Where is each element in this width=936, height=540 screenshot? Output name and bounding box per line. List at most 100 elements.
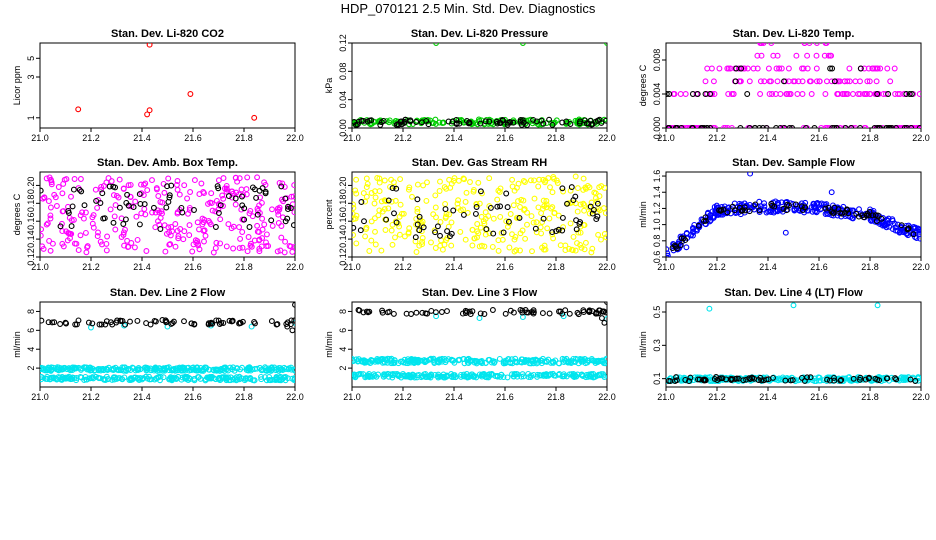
data-point-sampleflow — [866, 209, 873, 215]
data-point-temp — [874, 91, 881, 97]
data-point-rh — [363, 184, 370, 191]
x-tick-label-line3: 21.2 — [394, 392, 412, 402]
data-point-line3 — [539, 310, 546, 317]
data-point-co2 — [216, 134, 221, 139]
data-point-co2 — [118, 134, 123, 139]
data-point-line3 — [415, 359, 422, 366]
data-point-ambtemp — [179, 209, 186, 216]
data-point-ambtemp — [263, 231, 270, 238]
data-point-co2 — [57, 134, 62, 139]
data-point-rh — [437, 219, 444, 225]
data-point-line3 — [489, 307, 496, 313]
data-point-sampleflow — [783, 207, 790, 214]
data-point-line3 — [592, 310, 599, 317]
data-point-line3 — [384, 355, 391, 362]
data-point-co2 — [270, 134, 275, 139]
data-point-ambtemp — [259, 226, 266, 233]
data-point-ambtemp — [229, 188, 236, 195]
data-point-co2 — [253, 134, 258, 139]
x-tick-label-line2: 21.4 — [133, 392, 151, 402]
data-point-line3 — [379, 307, 386, 314]
data-point-co2 — [273, 134, 278, 139]
data-point-pressure — [518, 121, 525, 128]
data-point-rh — [511, 248, 518, 255]
panel-title-line3: Stan. Dev. Line 3 Flow — [422, 287, 538, 299]
data-point-sampleflow — [873, 218, 880, 225]
data-point-temp — [908, 125, 915, 128]
x-tick-label-sampleflow: 21.6 — [810, 262, 828, 272]
data-point-ambtemp — [291, 243, 295, 250]
data-point-temp — [761, 78, 768, 85]
data-point-rh — [527, 177, 534, 184]
data-point-sampleflow — [671, 242, 678, 249]
data-point-line2 — [278, 366, 285, 373]
data-point-line4 — [900, 374, 907, 381]
data-point-sampleflow — [689, 225, 696, 231]
data-point-temp — [895, 91, 901, 97]
data-point-rh — [531, 177, 538, 184]
data-point-rh — [591, 189, 598, 196]
data-point-line3 — [444, 308, 450, 315]
data-point-line3 — [469, 308, 476, 315]
data-point-rh — [542, 179, 548, 186]
data-point-ambtemp — [191, 177, 198, 184]
data-point-line3 — [430, 355, 437, 362]
data-point-ambtemp — [64, 237, 71, 244]
data-point-ambtemp — [269, 222, 276, 229]
data-point-sampleflow — [872, 212, 879, 219]
data-point-ambtemp — [69, 203, 76, 210]
data-point-line2 — [191, 375, 198, 382]
data-point-rh — [505, 218, 512, 225]
data-point-sampleflow — [822, 205, 829, 212]
data-point-sampleflow — [859, 212, 866, 219]
data-point-ambtemp — [132, 198, 139, 205]
data-point-line2 — [251, 318, 258, 325]
data-point-ambtemp — [47, 176, 54, 183]
data-point-temp — [813, 65, 820, 72]
data-point-rh — [360, 190, 367, 197]
data-point-line3 — [570, 355, 577, 362]
data-point-rh — [495, 247, 502, 254]
data-point-ambtemp — [89, 220, 96, 227]
data-point-line2 — [237, 320, 244, 327]
data-point-line3 — [366, 370, 372, 377]
panel-sampleflow: Stan. Dev. Sample Flow 21.0 21.2 21.4 21.6 21… — [638, 157, 930, 272]
data-point-temp — [866, 78, 873, 85]
data-point-line4 — [755, 377, 762, 383]
data-point-temp — [765, 65, 772, 72]
points-rh — [352, 173, 607, 256]
data-point-line2 — [190, 364, 197, 371]
data-point-ambtemp — [124, 191, 131, 198]
data-point-rh — [550, 235, 557, 242]
data-point-rh — [601, 184, 607, 191]
data-point-rh — [364, 180, 371, 187]
data-point-rh — [460, 211, 467, 218]
data-point-co2 — [216, 134, 221, 139]
data-point-line4 — [740, 377, 747, 384]
data-point-rh — [400, 210, 407, 217]
data-point-line3 — [519, 314, 526, 321]
panel-line2: Stan. Dev. Line 2 Flow 21.0 21.2 21.4 21.6 21… — [12, 287, 304, 402]
data-point-ambtemp — [215, 206, 222, 213]
data-point-pressure — [453, 117, 460, 123]
data-point-rh — [448, 219, 455, 226]
data-point-ambtemp — [94, 204, 101, 211]
data-point-sampleflow — [683, 244, 690, 251]
x-tick-label-ambtemp: 21.4 — [133, 262, 151, 272]
y-tick-label-temp: 0.008 — [652, 49, 662, 72]
data-point-line2 — [47, 376, 54, 383]
data-point-temp — [728, 125, 735, 128]
data-point-co2 — [71, 134, 76, 139]
data-point-rh — [363, 175, 370, 182]
data-point-rh — [510, 202, 517, 209]
data-point-co2 — [209, 134, 214, 139]
data-point-sampleflow — [853, 210, 860, 217]
data-point-rh — [414, 196, 421, 203]
data-point-ambtemp — [155, 193, 162, 199]
data-point-rh — [473, 200, 480, 207]
data-point-sampleflow — [778, 199, 785, 206]
data-point-ambtemp — [202, 232, 209, 239]
y-tick-label-ambtemp: 0.16 — [26, 212, 36, 230]
data-point-temp — [848, 125, 855, 128]
data-point-sampleflow — [910, 231, 917, 238]
